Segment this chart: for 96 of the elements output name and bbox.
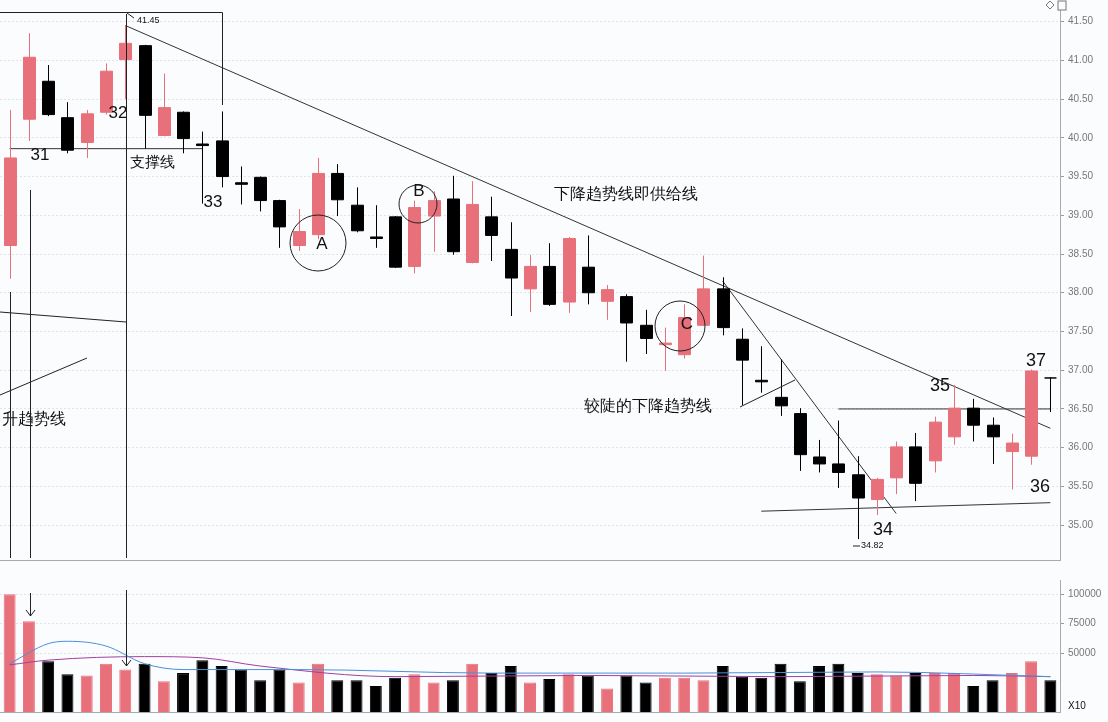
bar xyxy=(639,682,652,712)
annotation: 35 xyxy=(929,374,951,395)
y-tick-label: 39.00 xyxy=(1068,209,1094,221)
bar xyxy=(909,673,922,712)
bar xyxy=(234,669,247,712)
annotation: 较陡的下降趋势线 xyxy=(584,397,712,415)
annotation: 支撑线 xyxy=(130,153,175,171)
bar xyxy=(736,676,748,712)
annotation: 31 xyxy=(30,144,50,164)
y-tick-label: 40.00 xyxy=(1068,131,1094,143)
bar xyxy=(755,677,768,712)
bar xyxy=(350,680,363,712)
bar xyxy=(562,674,575,712)
bar xyxy=(697,680,710,712)
bar xyxy=(890,675,903,712)
bar xyxy=(61,674,74,712)
bar xyxy=(331,680,344,712)
candlestick xyxy=(293,208,306,252)
bar xyxy=(100,663,112,712)
annotation: 33 xyxy=(203,191,223,211)
annotation: 下降趋势线即供给线 xyxy=(554,185,698,203)
bar xyxy=(485,673,498,712)
bar xyxy=(774,663,787,712)
bar xyxy=(157,681,170,712)
y-tick-label: 50000 xyxy=(1068,646,1097,658)
bar xyxy=(928,673,941,712)
y-tick-label: 75000 xyxy=(1068,617,1097,629)
bar xyxy=(793,681,806,712)
y-tick-label: 41.00 xyxy=(1068,54,1094,66)
bar xyxy=(215,666,228,712)
candlestick xyxy=(428,190,441,253)
y-tick-label: 35.50 xyxy=(1068,480,1094,492)
bar xyxy=(254,680,267,712)
annotation: 32 xyxy=(108,102,128,122)
bar xyxy=(177,673,190,712)
bar xyxy=(581,675,594,712)
bar xyxy=(986,680,999,712)
annotation: 34 xyxy=(872,518,894,539)
bar xyxy=(716,666,729,712)
bar xyxy=(678,677,691,712)
y-tick-label: 40.50 xyxy=(1068,92,1094,104)
bar xyxy=(620,675,633,712)
candlestick xyxy=(485,196,498,262)
y-tick-label: 38.50 xyxy=(1068,247,1094,259)
bar xyxy=(22,621,35,712)
bar xyxy=(42,661,55,712)
annotation: 37 xyxy=(1025,349,1047,370)
bar xyxy=(446,680,459,712)
bar xyxy=(408,674,421,712)
bar xyxy=(948,673,960,712)
bar xyxy=(389,677,402,712)
candlestick xyxy=(370,204,383,249)
candlestick xyxy=(601,284,614,321)
annotation: 36 xyxy=(1029,475,1051,496)
line-series xyxy=(9,640,1051,678)
y-tick-label: 38.00 xyxy=(1068,286,1094,298)
bar xyxy=(658,677,671,712)
annotation: A xyxy=(316,233,329,253)
candlestick xyxy=(235,165,248,205)
bar xyxy=(427,682,440,712)
bar xyxy=(138,663,151,712)
bar xyxy=(80,675,93,712)
bar xyxy=(1025,661,1038,712)
bar xyxy=(832,663,845,712)
bar xyxy=(119,669,132,712)
annotation: 41.45 xyxy=(137,15,160,26)
bar xyxy=(870,674,883,712)
bar xyxy=(851,673,864,712)
bar xyxy=(967,686,980,712)
y-tick-label: 36.50 xyxy=(1068,402,1094,414)
candlestick xyxy=(832,420,845,489)
annotation: 34.82 xyxy=(861,540,884,551)
bar xyxy=(543,679,556,712)
bar xyxy=(312,663,324,712)
y-tick-label: 39.50 xyxy=(1068,170,1094,182)
bar xyxy=(292,682,305,712)
y-tick-label: 36.00 xyxy=(1068,441,1094,453)
y-tick-label: 37.00 xyxy=(1068,363,1094,375)
bar xyxy=(273,669,286,712)
bar xyxy=(196,660,209,712)
y-tick-label: 41.50 xyxy=(1068,15,1094,27)
bar xyxy=(369,686,382,712)
bar xyxy=(1005,673,1018,712)
bar xyxy=(524,682,536,712)
bar xyxy=(601,688,614,712)
y-tick-label: 35.00 xyxy=(1068,518,1094,530)
bar xyxy=(3,594,16,712)
bar xyxy=(813,666,826,712)
text: X10 xyxy=(1068,699,1087,711)
y-tick-label: 100000 xyxy=(1068,587,1102,599)
y-tick-label: 37.50 xyxy=(1068,325,1094,337)
candlestick xyxy=(1043,376,1058,413)
annotation: B xyxy=(413,180,425,200)
bar xyxy=(466,663,479,712)
candlestick xyxy=(852,455,865,540)
bar xyxy=(1044,680,1057,712)
